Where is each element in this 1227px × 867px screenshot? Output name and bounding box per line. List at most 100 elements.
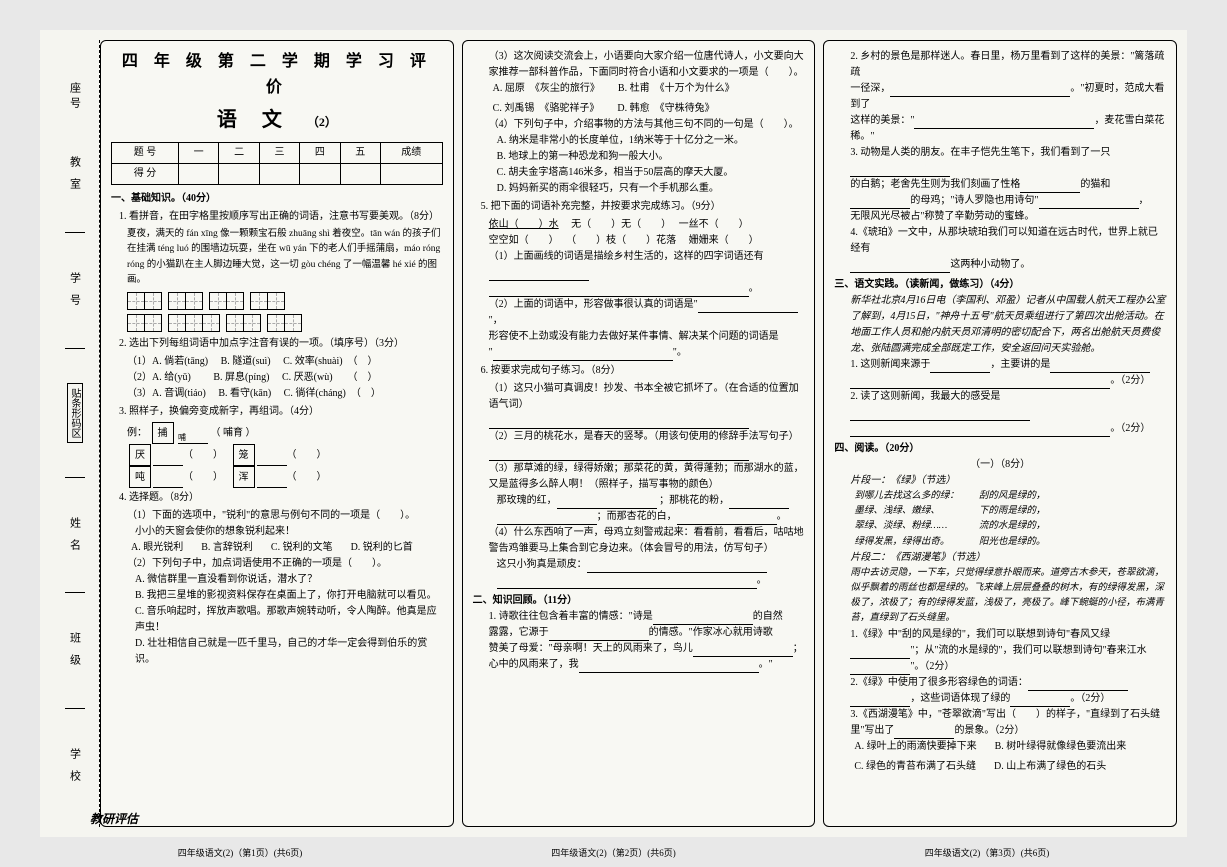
poem: 到哪儿去找这么多的绿： 墨绿、浅绿、嫩绿、 翠绿、淡绿、粉绿…… 绿得发黑，绿得…: [854, 489, 1166, 550]
q3-row: 吨（ ） 浑（ ）: [127, 466, 443, 488]
q2: 2. 选出下列每组词语中加点字注音有误的一项。（填序号）（3分）: [119, 336, 443, 352]
q4-1: （1）下面的选项中，"锐利"的意思与例句不同的一项是（ ）。: [127, 508, 443, 524]
ex-paren: （ 哺育 ）: [211, 427, 256, 438]
poem-line: 墨绿、浅绿、嫩绿、: [854, 504, 959, 519]
opt: B. 地球上的第一种恐龙和狗一般大小。: [497, 149, 805, 165]
char-box: 笼: [233, 444, 255, 466]
q1: 1. 看拼音，在田字格里按顺序写出正确的词语，注意书写要美观。（8分）: [119, 209, 443, 225]
char-box: 捕: [152, 422, 174, 444]
s2-3d: 无限风光尽被占"称赞了辛勤劳动的蜜蜂。: [850, 209, 1166, 225]
s4-q2: 2.《绿》中使用了很多形容绿色的词语：: [850, 675, 1166, 691]
sidebar-seat: 座号: [67, 77, 83, 117]
opt: C. 徜徉(cháng): [284, 388, 346, 399]
q3-row: 厌（ ） 笼（ ）: [127, 444, 443, 466]
char-box: 浑: [233, 466, 255, 488]
s2-1d: 心中的风雨来了，我。": [489, 657, 805, 673]
poem-line: 到哪儿去找这么多的绿：: [854, 489, 959, 504]
s4-q1b: "；从"流的水是绿的"，我们可以联想到诗句"春来江水: [850, 643, 1166, 659]
opt: B. 我把三星堆的影视资料保存在桌面上了，你打开电脑就可以看见。: [135, 588, 443, 604]
opt: D. 锐利的匕首: [351, 540, 413, 556]
s2-2b: 一径深，。"初夏时，范成大看到了: [850, 81, 1166, 113]
sidebar-id: 学 号: [67, 267, 83, 314]
q5-words: 依山（ ）水 无（ ）无（ ） 一丝不（ ）: [489, 217, 805, 233]
s2-2: 2. 乡村的景色是那样迷人。春日里，杨万里看到了这样的美景："篱落疏疏: [850, 49, 1166, 81]
poem-line: 翠绿、淡绿、粉绿……: [854, 519, 959, 534]
page-title: 四 年 级 第 二 学 期 学 习 评 价: [111, 49, 443, 100]
th: 二: [219, 143, 259, 164]
blank-line: ""。: [489, 345, 805, 361]
sidebar-divider: [65, 708, 85, 709]
th: 三: [259, 143, 299, 164]
td: [219, 164, 259, 185]
opt: C. 绿色的青苔布满了石头缝: [854, 759, 976, 775]
poem-line: 阳光也是绿的。: [979, 535, 1046, 550]
opt: D. 韩愈 《守株待兔》: [617, 101, 714, 117]
opt: D. 壮壮相信自己就是一匹千里马，自己的才华一定会得到伯乐的赏识。: [135, 636, 443, 668]
barcode-area: 贴条形码区: [67, 383, 83, 443]
sidebar-name: 姓 名: [67, 512, 83, 559]
sidebar-divider: [65, 348, 85, 349]
brand-label: 教研评估: [90, 810, 138, 827]
opt: A. 屈原 《灰尘的旅行》: [493, 81, 600, 97]
th: 一: [178, 143, 218, 164]
blank-line: 。（2分）: [850, 421, 1166, 437]
word: 一丝不（ ）: [679, 219, 749, 230]
opt: A. 绿叶上的雨滴快要掉下来: [854, 739, 976, 755]
section-2-head: 二、知识回顾。（11分）: [473, 593, 805, 609]
opt: （3）A. 音调(tiáo): [127, 388, 206, 399]
word: （ ）枝（ ）花落: [566, 235, 676, 246]
th: 成绩: [380, 143, 442, 164]
s4-subtitle: （一）（8分）: [834, 457, 1166, 473]
score-table: 题 号 一 二 三 四 五 成绩 得 分: [111, 142, 443, 185]
sidebar-divider: [65, 232, 85, 233]
th: 题 号: [112, 143, 179, 164]
section-1-head: 一、基础知识。（40分）: [111, 191, 443, 207]
tianzige-row-1: [127, 292, 443, 310]
q5: 5. 把下面的词语补充完整，并按要求完成练习。（9分）: [481, 199, 805, 215]
column-1: 四 年 级 第 二 学 期 学 习 评 价 语 文 （2） 题 号 一 二 三 …: [100, 40, 454, 827]
opt: C. 胡夫金字塔高146米多，相当于50层高的摩天大厦。: [497, 165, 805, 181]
s3-2: 2. 读了这则新闻，我最大的感受是: [850, 389, 1166, 421]
subject-text: 语 文: [217, 109, 292, 131]
opt: B. 言辞锐利: [201, 540, 253, 556]
opt: C. 效率(shuài): [283, 356, 342, 367]
opt: A. 眼光锐利: [131, 540, 183, 556]
q4-2: （2）下列句子中，加点词语使用不正确的一项是（ ）。: [127, 556, 443, 572]
exam-page: 座号 教 室 学 号 贴条形码区 姓 名 班 级 学 校 四 年 级 第 二 学…: [40, 30, 1187, 837]
q5-2: （2）上面的词语中，形容做事很认真的词语是""，: [489, 297, 805, 329]
td: [300, 164, 340, 185]
opt: B. 看守(kān): [218, 388, 271, 399]
q1-text: 夏夜，满天的 fán xīng 像一颗颗宝石般 zhuāng shì 着夜空。t…: [127, 227, 443, 288]
q2-row: （1）A. 倘若(tāng) B. 隧道(suì) C. 效率(shuài) （…: [127, 354, 443, 370]
opt: B. 隧道(suì): [221, 356, 271, 367]
s2-1: 1. 诗歌往往包含着丰富的情感："诗是的自然: [489, 609, 805, 625]
s4-q3: 3.《西湖漫笔》中，"苍翠欲滴"写出（ ）的样子，"直绿到了石头缝里"写出了的景…: [850, 707, 1166, 739]
q4-3: （3）这次阅读交流会上，小语要向大家介绍一位唐代诗人，小文要向大家推荐一部科普作…: [489, 49, 805, 81]
poem-line: 刮的风是绿的，: [979, 489, 1046, 504]
q6-4: （4）什么东西响了一声，母鸡立刻警戒起来：看看前，看看后，咕咕地警告鸡雏要马上集…: [489, 525, 805, 557]
td: 得 分: [112, 164, 179, 185]
q4-4: （4）下列句子中，介绍事物的方法与其他三句不同的一句是（ ）。: [489, 117, 805, 133]
s3-1: 1. 这则新闻来源于，主要讲的是: [850, 357, 1166, 373]
excerpt-1-title: 片段一：《绿》（节选）: [850, 473, 1166, 489]
column-3: 2. 乡村的景色是那样迷人。春日里，杨万里看到了这样的美景："篱落疏疏 一径深，…: [823, 40, 1177, 827]
sidebar-class: 班 级: [67, 627, 83, 674]
q4: 4. 选择题。（8分）: [119, 490, 443, 506]
q5-2b: 形容使不上劲或没有能力去做好某件事情、解决某个问题的词语是: [489, 329, 805, 345]
page-footer-2: 四年级语文(2)（第2页）(共6页): [411, 846, 816, 859]
s2-3: 3. 动物是人类的朋友。在丰子恺先生笔下，我们看到了一只: [850, 145, 1166, 177]
opt: C. 厌恶(wù): [282, 372, 333, 383]
td: [259, 164, 299, 185]
word: 空空如（ ）: [489, 235, 554, 246]
q5-words: 空空如（ ） （ ）枝（ ）花落 姗姗来（ ）: [489, 233, 805, 249]
news-text: 新华社北京4月16日电（李国利、邓盈）记者从中国载人航天工程办公室了解到，4月1…: [850, 293, 1166, 357]
opt: A. 微信群里一直没看到你说话，潜水了？: [135, 572, 443, 588]
blank-line: [489, 413, 805, 429]
opt: C. 锐利的文笔: [271, 540, 333, 556]
blank-line: 。: [489, 281, 805, 297]
q2-row: （3）A. 音调(tiáo) B. 看守(kān) C. 徜徉(cháng) （…: [127, 386, 443, 402]
poem-line: 流的水是绿的，: [979, 519, 1046, 534]
s4-q3-opts: A. 绿叶上的雨滴快要掉下来 B. 树叶绿得就像绿色要流出来 C. 绿色的青苔布…: [854, 739, 1166, 775]
char-box: 吨: [129, 466, 151, 488]
blank-line: 。（2分）: [850, 373, 1166, 389]
